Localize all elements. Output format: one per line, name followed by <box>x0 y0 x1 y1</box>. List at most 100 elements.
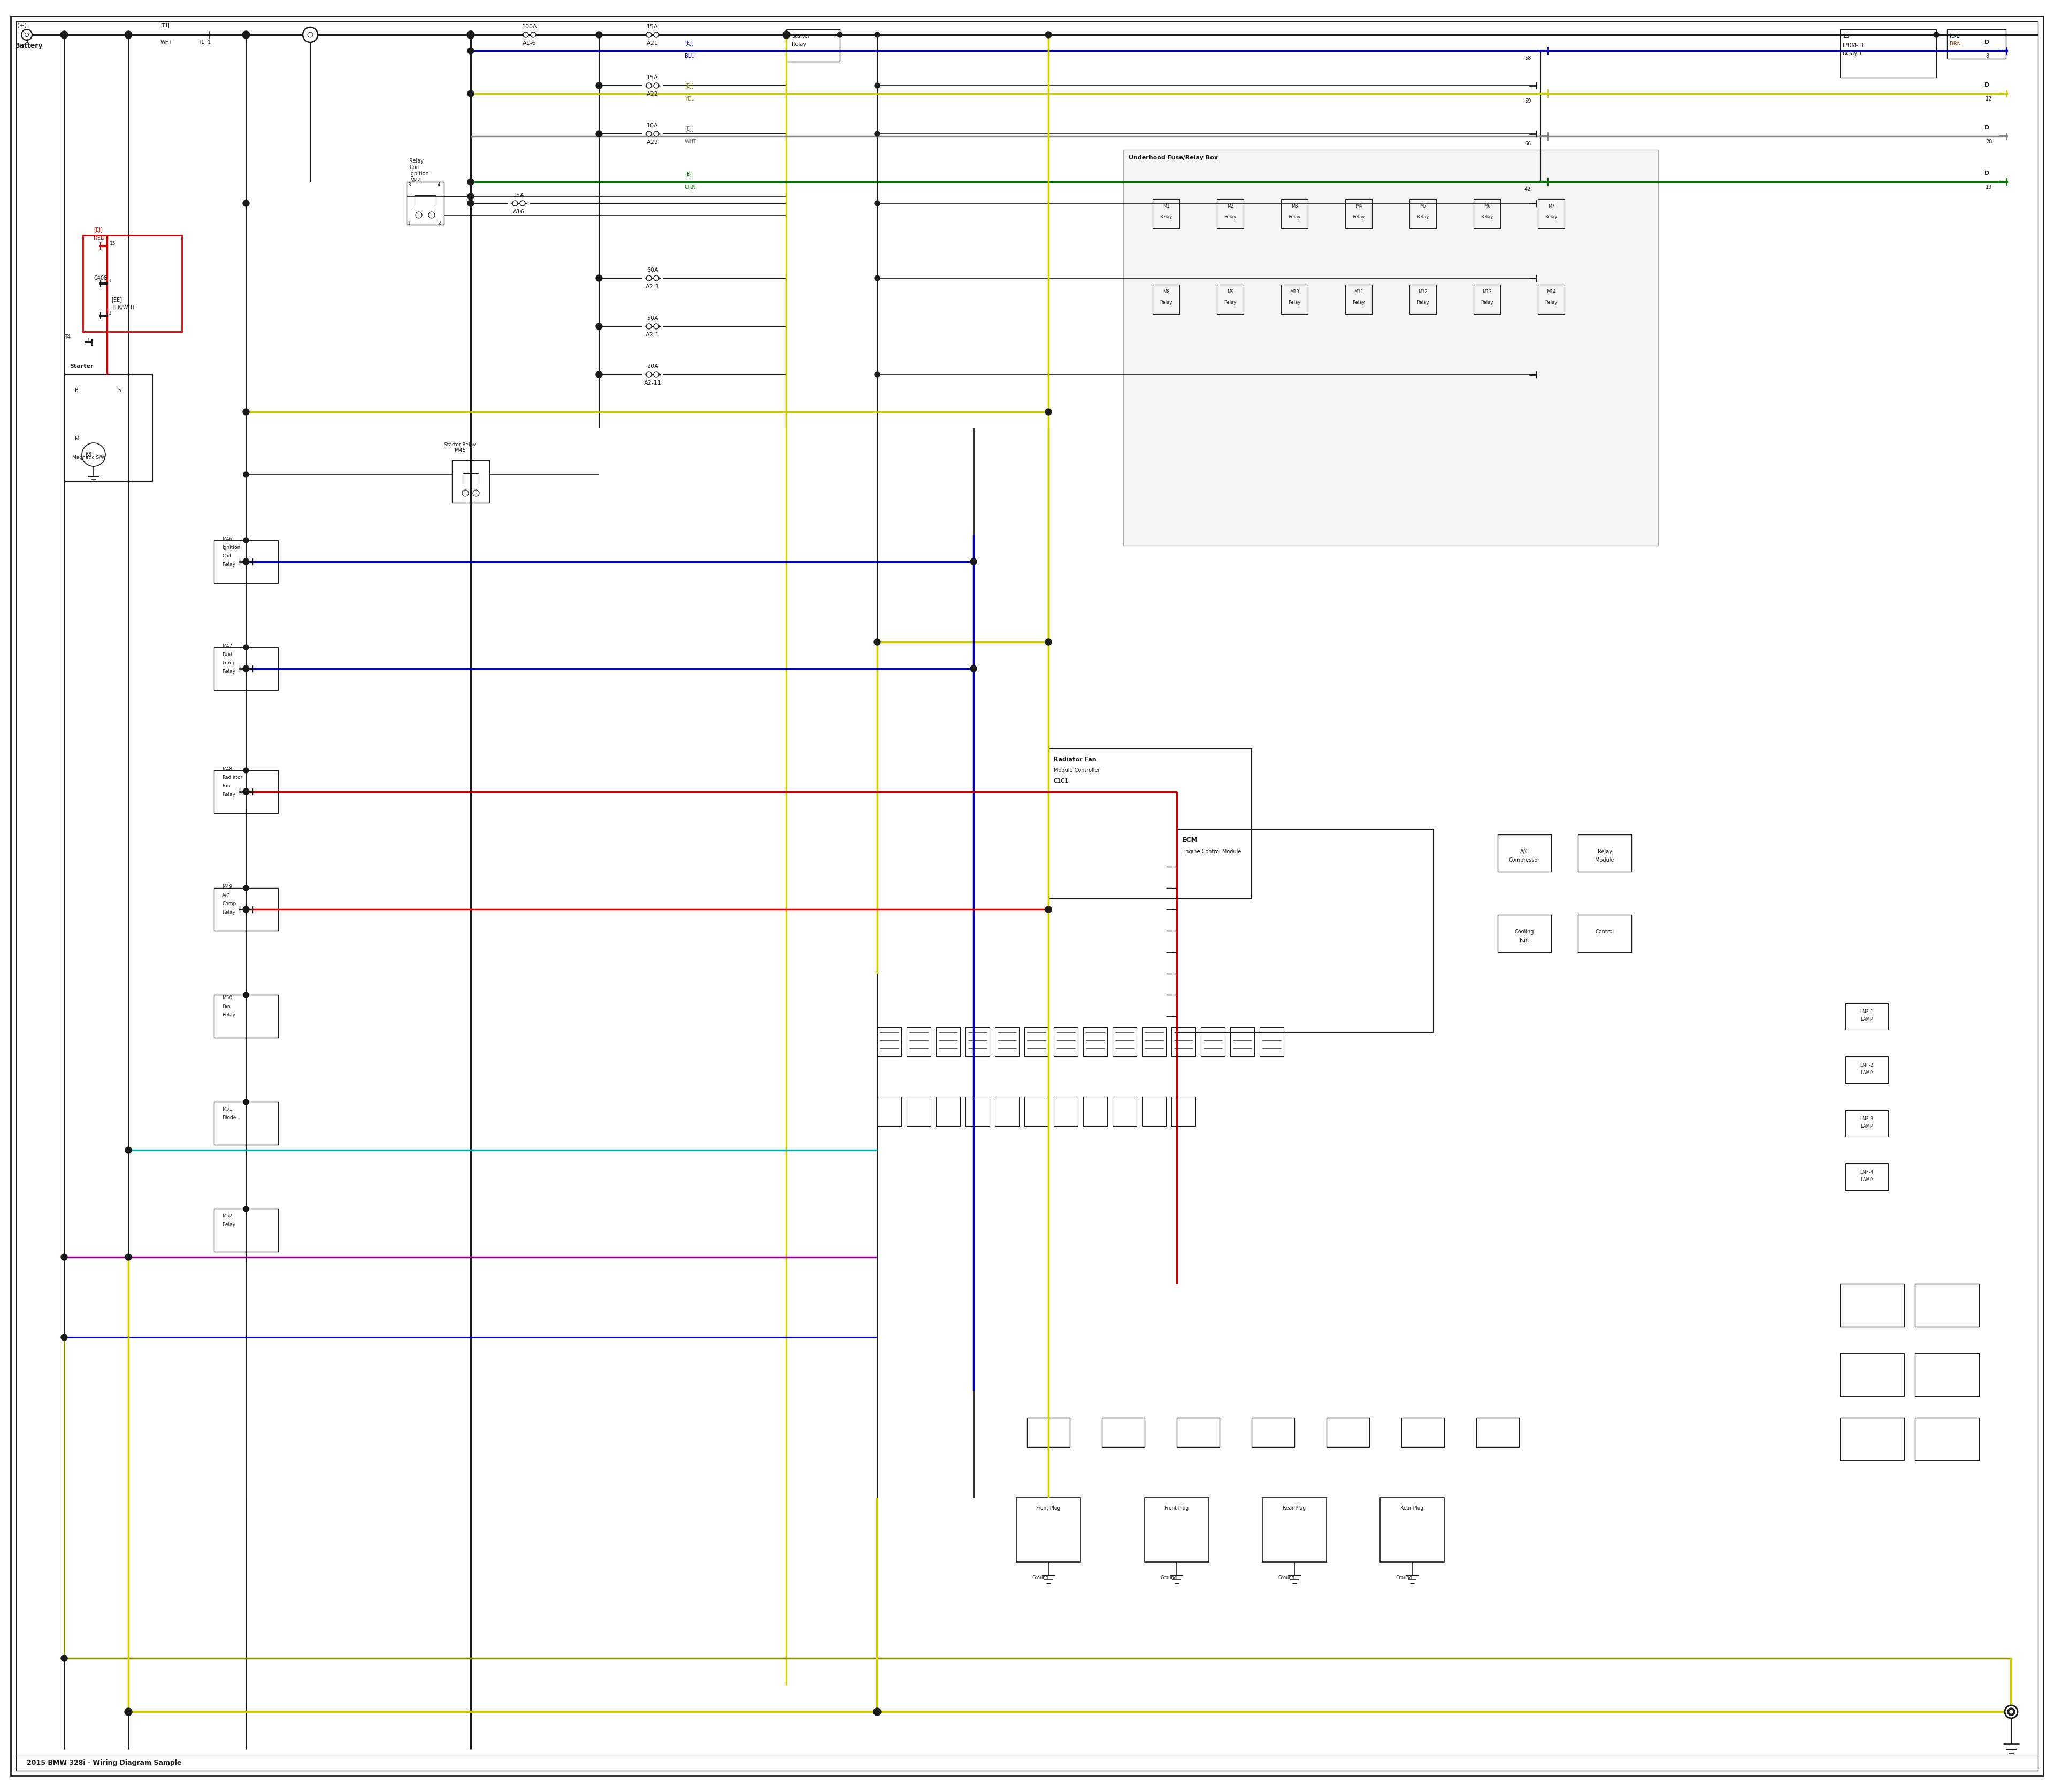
Bar <box>1844 1163 1888 1190</box>
Text: M6: M6 <box>1483 204 1491 208</box>
Text: M2: M2 <box>1226 204 1234 208</box>
Bar <box>1844 1057 1888 1082</box>
Circle shape <box>1045 32 1052 38</box>
Bar <box>877 1097 902 1125</box>
Text: [EJ]: [EJ] <box>684 84 694 90</box>
Text: Relay: Relay <box>222 792 236 797</box>
Text: Rear Plug: Rear Plug <box>1284 1505 1306 1511</box>
Text: Radiator Fan: Radiator Fan <box>1054 756 1097 762</box>
Text: Relay: Relay <box>1352 215 1364 219</box>
Bar <box>1202 1027 1224 1057</box>
Text: Front Plug: Front Plug <box>1165 1505 1189 1511</box>
Text: YEL: YEL <box>684 97 694 102</box>
Text: M44: M44 <box>411 177 421 183</box>
Text: Engine Control Module: Engine Control Module <box>1183 849 1241 855</box>
Text: M8: M8 <box>1163 289 1169 294</box>
Text: Module Controller: Module Controller <box>1054 767 1101 772</box>
Text: 1: 1 <box>207 39 212 45</box>
Bar <box>214 539 277 582</box>
Circle shape <box>524 32 528 38</box>
Text: [EJ]: [EJ] <box>684 41 694 47</box>
Circle shape <box>647 82 651 88</box>
Text: M: M <box>74 435 80 441</box>
Text: ECM: ECM <box>1183 837 1197 844</box>
Text: 4: 4 <box>438 183 440 186</box>
Text: [EJ]: [EJ] <box>684 125 694 131</box>
Text: M: M <box>86 452 90 459</box>
Text: [EE]: [EE] <box>111 297 121 303</box>
Bar <box>1152 199 1179 228</box>
Bar <box>1082 1097 1107 1125</box>
Text: Relay: Relay <box>1417 299 1430 305</box>
Text: LMF-4: LMF-4 <box>1861 1170 1873 1176</box>
Bar <box>1113 1027 1136 1057</box>
Text: [EJ]: [EJ] <box>684 172 694 177</box>
Circle shape <box>520 201 526 206</box>
Bar <box>214 889 277 930</box>
Text: 15A: 15A <box>647 75 659 81</box>
Bar <box>1409 285 1436 314</box>
Text: M4: M4 <box>1356 204 1362 208</box>
Bar <box>1142 1097 1167 1125</box>
Bar <box>1025 1097 1048 1125</box>
Text: M47: M47 <box>222 643 232 649</box>
Bar <box>937 1027 959 1057</box>
Bar <box>1263 1498 1327 1563</box>
Bar <box>965 1097 990 1125</box>
Circle shape <box>596 32 602 38</box>
Text: 15A: 15A <box>514 192 524 197</box>
Bar <box>1947 29 2007 59</box>
Text: 12: 12 <box>1986 97 1992 102</box>
Bar <box>1171 1097 1195 1125</box>
Circle shape <box>875 638 881 645</box>
Bar <box>1171 1027 1195 1057</box>
Bar <box>906 1097 930 1125</box>
Text: Starter: Starter <box>791 34 809 39</box>
Text: WHT: WHT <box>160 39 173 45</box>
Circle shape <box>596 323 602 330</box>
Circle shape <box>242 559 249 564</box>
Text: Underhood Fuse/Relay Box: Underhood Fuse/Relay Box <box>1128 156 1218 161</box>
Circle shape <box>242 471 249 477</box>
Bar <box>1914 1283 1980 1326</box>
Text: M46: M46 <box>222 538 232 541</box>
Text: Compressor: Compressor <box>1510 858 1540 862</box>
Text: D: D <box>1984 125 1990 131</box>
Text: 1: 1 <box>86 337 90 342</box>
Circle shape <box>1933 32 1939 38</box>
Text: 15A: 15A <box>647 23 659 29</box>
Text: L5: L5 <box>1842 34 1851 39</box>
Text: M10: M10 <box>1290 289 1300 294</box>
Bar <box>1017 1498 1080 1563</box>
Text: Ignition: Ignition <box>409 172 429 177</box>
Text: 2: 2 <box>438 220 440 226</box>
Text: (+): (+) <box>16 23 27 29</box>
Text: 50A: 50A <box>647 315 659 321</box>
Text: Diode: Diode <box>222 1116 236 1120</box>
Circle shape <box>242 1206 249 1211</box>
Text: Relay: Relay <box>222 563 236 568</box>
Bar <box>1027 1417 1070 1446</box>
Text: Relay: Relay <box>1481 215 1493 219</box>
Text: M49: M49 <box>222 885 232 889</box>
Text: A16: A16 <box>514 210 524 215</box>
Text: Relay: Relay <box>1288 215 1300 219</box>
Bar <box>994 1097 1019 1125</box>
Bar <box>877 1027 902 1057</box>
Circle shape <box>466 30 474 38</box>
Text: Relay: Relay <box>1545 215 1557 219</box>
Circle shape <box>653 276 659 281</box>
Bar <box>1259 1027 1284 1057</box>
Circle shape <box>60 30 68 38</box>
Bar <box>1216 285 1243 314</box>
Text: 1: 1 <box>109 278 111 283</box>
Circle shape <box>1045 907 1052 912</box>
Bar <box>214 647 277 690</box>
Text: 66: 66 <box>1524 142 1530 147</box>
Circle shape <box>647 276 651 281</box>
Text: Relay: Relay <box>1417 215 1430 219</box>
Bar <box>1327 1417 1370 1446</box>
Text: Relay: Relay <box>409 158 423 163</box>
Bar <box>1538 285 1565 314</box>
Circle shape <box>125 1147 131 1154</box>
